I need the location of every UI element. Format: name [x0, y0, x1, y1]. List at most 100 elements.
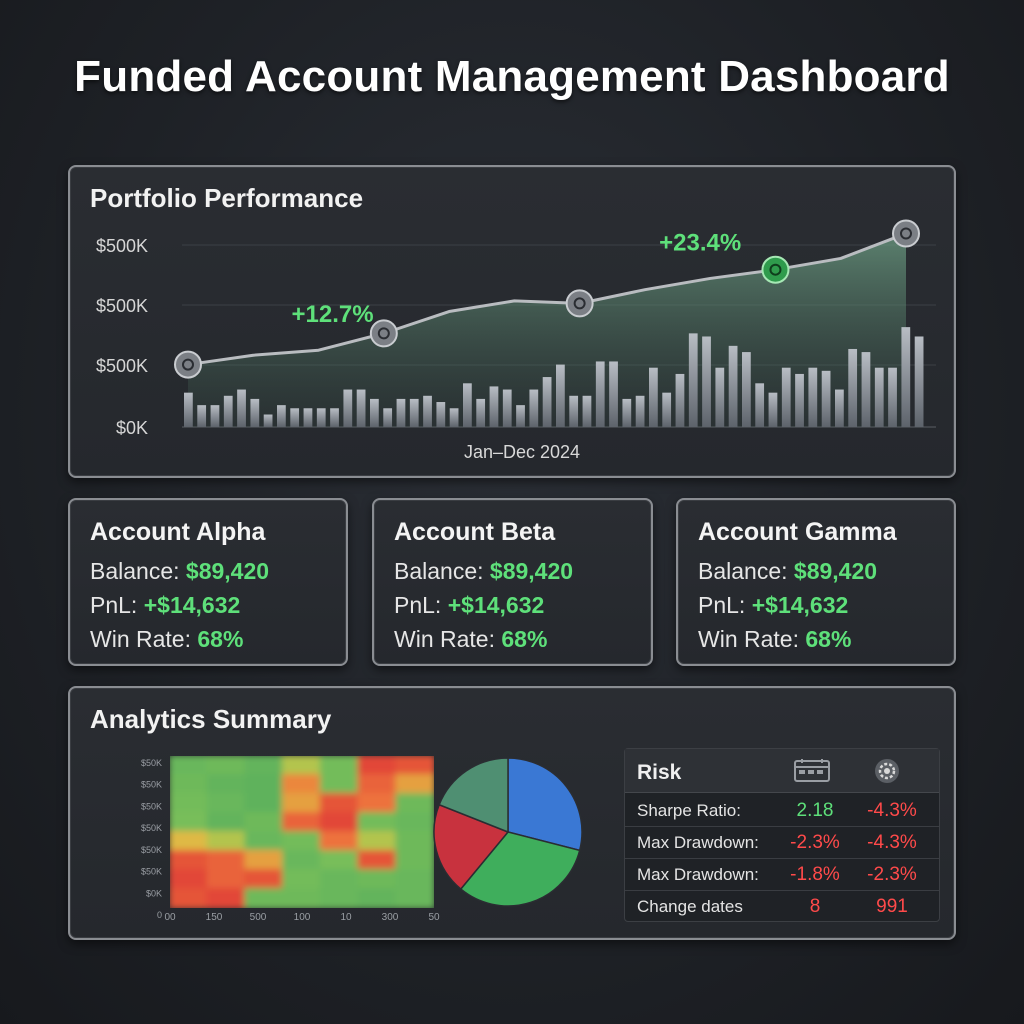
heatmap-cell	[319, 869, 360, 890]
heatmap-cell	[244, 888, 285, 908]
performance-annotation: +12.7%	[292, 301, 374, 328]
heatmap-y-tick: $50K	[141, 845, 162, 855]
heatmap-cell	[244, 756, 285, 776]
volume-bar	[223, 395, 233, 427]
risk-row: Max Drawdown: -2.3% -4.3%	[625, 827, 939, 859]
heatmap-cell	[395, 850, 434, 871]
volume-bar	[370, 398, 379, 427]
risk-metric-label: Max Drawdown:	[637, 833, 759, 852]
heatmap-cell	[244, 793, 285, 814]
settings-icon[interactable]	[873, 757, 901, 790]
pnl-value: +$14,632	[143, 592, 241, 618]
heatmap-x-tick: 150	[206, 912, 223, 923]
volume-bar	[277, 405, 286, 427]
balance-label: Balance:	[90, 558, 180, 584]
risk-metric-change: 991	[876, 896, 908, 917]
balance-value: $89,420	[489, 558, 574, 584]
data-point-marker[interactable]	[369, 319, 398, 348]
portfolio-performance-chart[interactable]: $500K $500K $500K $0K +12.7% +23.4% Jan–Dec …	[70, 167, 958, 480]
data-point-marker[interactable]	[174, 350, 202, 379]
volume-bar	[303, 408, 313, 427]
risk-metric-value: -1.8%	[790, 864, 840, 885]
risk-metric-change: -4.3%	[867, 800, 917, 821]
pie-slice[interactable]	[507, 757, 583, 852]
risk-table-header: Risk	[625, 749, 939, 793]
account-card-alpha[interactable]: Account Alpha Balance: $89,420 PnL: +$14…	[68, 498, 348, 666]
heatmap-x-tick: 500	[250, 912, 267, 923]
pnl-label: PnL:	[394, 592, 442, 618]
heatmap-cell	[244, 774, 285, 795]
heatmap-cell	[170, 793, 209, 814]
heatmap-cell	[319, 850, 360, 871]
heatmap-cell	[282, 831, 322, 852]
heatmap-cell	[319, 831, 360, 852]
heatmap-cell	[170, 869, 209, 890]
volume-bar	[848, 348, 858, 427]
volume-bar	[449, 408, 459, 427]
heatmap-cell	[319, 812, 360, 833]
volume-bar	[702, 336, 711, 427]
heatmap-y-tick: $50K	[141, 780, 162, 790]
analytics-summary-title: Analytics Summary	[90, 704, 332, 734]
heatmap-cell	[170, 850, 209, 871]
balance-value: $89,420	[185, 558, 270, 584]
y-tick-label: $500K	[96, 236, 148, 256]
account-winrate-row: Win Rate: 68%	[698, 626, 851, 653]
heatmap-cell	[395, 812, 434, 833]
risk-table: Risk Sharpe Ratio	[624, 748, 940, 922]
volume-bar	[888, 367, 897, 427]
heatmap-cell	[244, 812, 285, 833]
data-point-marker[interactable]	[565, 289, 594, 318]
pnl-value: +$14,632	[447, 592, 545, 618]
volume-bar	[821, 370, 831, 427]
heatmap-cell	[206, 888, 247, 908]
heatmap-cell	[244, 850, 285, 871]
data-point-marker[interactable]	[892, 219, 920, 248]
account-card-beta[interactable]: Account Beta Balance: $89,420 PnL: +$14,…	[372, 498, 653, 666]
portfolio-performance-panel: $500K $500K $500K $0K +12.7% +23.4% Jan–Dec …	[68, 165, 956, 478]
heatmap-cell	[170, 888, 209, 908]
heatmap-cell	[282, 793, 322, 814]
risk-metric-value: 8	[809, 896, 821, 917]
volume-bar	[197, 405, 207, 427]
calendar-icon[interactable]	[793, 758, 831, 789]
allocation-pie-chart[interactable]	[430, 754, 590, 914]
heatmap-cell	[319, 793, 360, 814]
volume-bar	[914, 336, 924, 427]
heatmap-x-tick: 50	[428, 912, 440, 923]
heatmap-chart[interactable]: $50K $50K $50K $50K $50K $50K $0K 0 00 150 500 100…	[120, 754, 440, 924]
volume-bar	[649, 367, 658, 427]
risk-metric-label: Max Drawdown:	[637, 865, 759, 884]
y-tick-label: $0K	[116, 418, 148, 438]
volume-bar	[330, 408, 339, 427]
account-winrate-row: Win Rate: 68%	[394, 626, 547, 653]
pie-slice[interactable]	[433, 803, 510, 891]
heatmap-cell	[395, 774, 434, 795]
performance-annotation: +23.4%	[659, 229, 741, 256]
volume-bar	[901, 327, 911, 427]
pie-slice[interactable]	[459, 831, 581, 907]
volume-bar	[409, 398, 419, 427]
pnl-label: PnL:	[698, 592, 746, 618]
heatmap-cell	[357, 774, 398, 795]
heatmap-cell	[282, 756, 322, 776]
risk-title: Risk	[637, 761, 682, 784]
heatmap-y-tick: $50K	[141, 867, 162, 877]
winrate-value: 68%	[501, 626, 548, 652]
volume-bar	[250, 398, 260, 427]
volume-bar	[688, 333, 698, 427]
volume-bar	[675, 373, 685, 427]
account-card-gamma[interactable]: Account Gamma Balance: $89,420 PnL: +$14…	[676, 498, 956, 666]
heatmap-cell	[282, 869, 322, 890]
volume-bar	[210, 405, 220, 427]
highlight-marker[interactable]	[761, 255, 790, 284]
pie-slice[interactable]	[438, 757, 509, 834]
heatmap-cell	[244, 869, 285, 890]
volume-bar	[635, 395, 645, 427]
y-tick-label: $500K	[96, 296, 148, 316]
account-pnl-row: PnL: +$14,632	[698, 592, 848, 619]
account-balance-row: Balance: $89,420	[394, 558, 573, 585]
heatmap-cell	[244, 831, 285, 852]
heatmap-cell	[395, 869, 434, 890]
heatmap-cell	[206, 793, 247, 814]
